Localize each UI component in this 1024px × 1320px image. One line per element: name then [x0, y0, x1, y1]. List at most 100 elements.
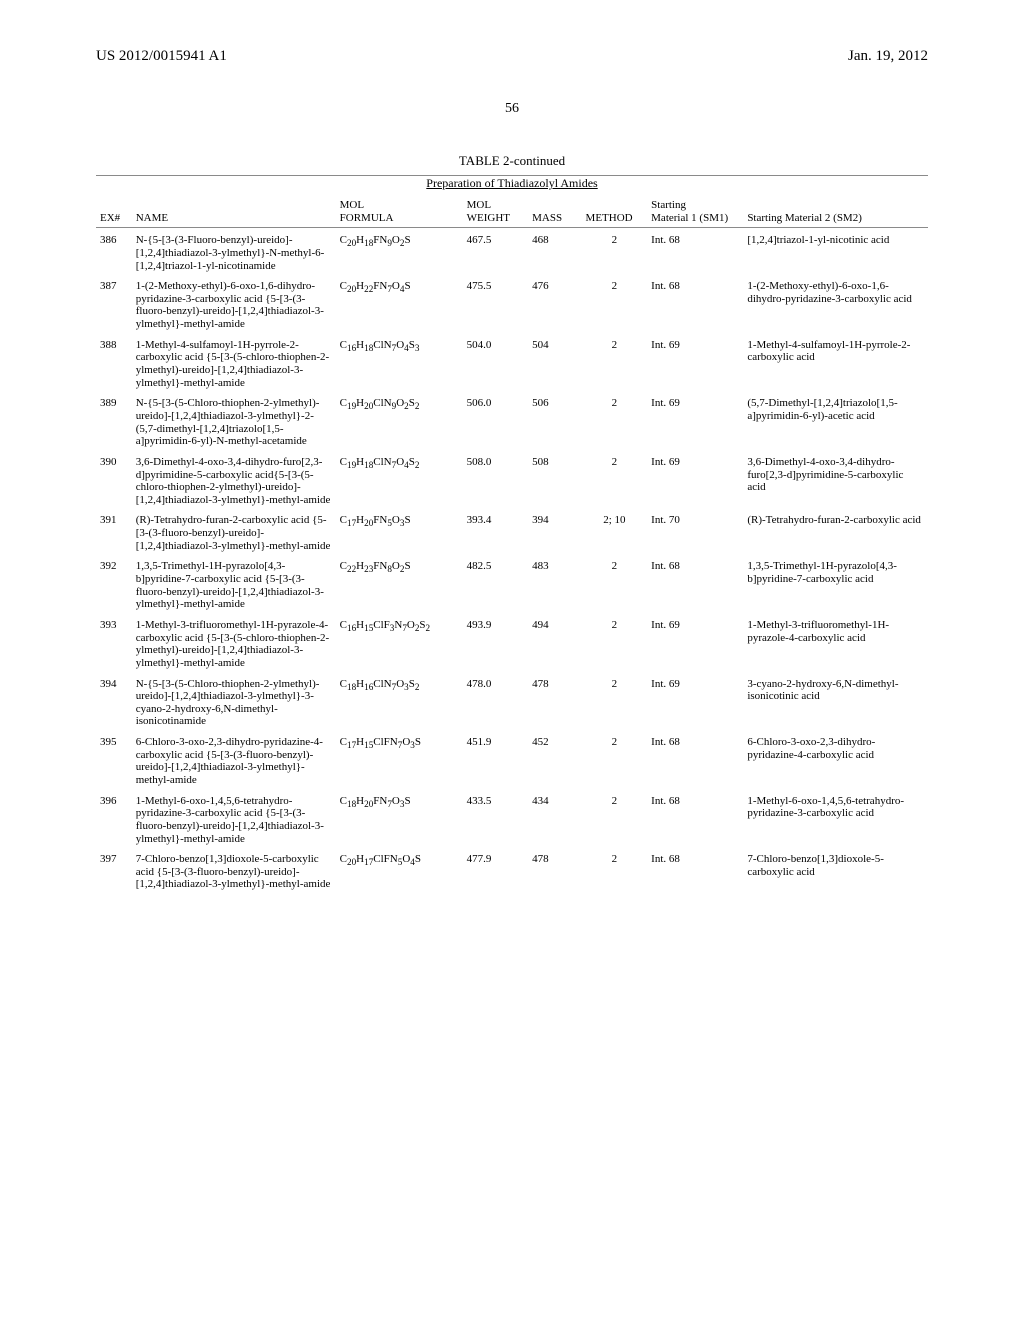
table-row: 397 7-Chloro-benzo[1,3]dioxole-5-carboxyl… [96, 847, 928, 893]
patent-page: US 2012/0015941 A1 Jan. 19, 2012 56 TABL… [0, 0, 1024, 1320]
cell-mol-weight: 433.5 [463, 789, 528, 848]
cell-sm2: 7-Chloro-benzo[1,3]dioxole-5-carboxylic … [743, 847, 928, 893]
cell-sm1: Int. 68 [647, 274, 743, 333]
cell-ex: 386 [96, 228, 132, 274]
cell-sm1: Int. 70 [647, 508, 743, 554]
cell-method: 2 [582, 333, 648, 392]
col-ex: EX# [96, 193, 132, 228]
cell-formula: C20H22FN7O4S [336, 274, 463, 333]
table-row: 394N-{5-[3-(5-Chloro-thiophen-2-ylmethyl… [96, 672, 928, 731]
cell-name: 1-Methyl-6-oxo-1,4,5,6-tetrahydro-pyrida… [132, 789, 336, 848]
cell-formula: C18H16ClN7O3S2 [336, 672, 463, 731]
cell-mass: 483 [528, 554, 581, 613]
col-mol-formula-l1: MOL [340, 199, 364, 211]
table-row: 3903,6-Dimethyl-4-oxo-3,4-dihydro-furo[2… [96, 450, 928, 509]
cell-mass: 468 [528, 228, 581, 274]
table-row: 3871-(2-Methoxy-ethyl)-6-oxo-1,6-dihydro… [96, 274, 928, 333]
cell-sm2: (R)-Tetrahydro-furan-2-carboxylic acid [743, 508, 928, 554]
col-mol-formula: MOL FORMULA [336, 193, 463, 228]
col-mass: MASS [528, 193, 581, 228]
cell-method: 2 [582, 391, 648, 450]
cell-sm2: 3-cyano-2-hydroxy-6,N-dimethyl-isonicoti… [743, 672, 928, 731]
cell-mol-weight: 478.0 [463, 672, 528, 731]
table-row: 386N-{5-[3-(3-Fluoro-benzyl)-ureido]-[1,… [96, 228, 928, 274]
cell-mass: 434 [528, 789, 581, 848]
cell-sm1: Int. 68 [647, 730, 743, 789]
cell-formula: C19H20ClN9O2S2 [336, 391, 463, 450]
cell-ex: 397 [96, 847, 132, 893]
cell-name: 6-Chloro-3-oxo-2,3-dihydro-pyridazine-4-… [132, 730, 336, 789]
cell-method: 2 [582, 450, 648, 509]
table-head: EX# NAME MOL FORMULA MOL WEIGHT MASS MET… [96, 193, 928, 228]
cell-formula: C20H17ClFN5O4S [336, 847, 463, 893]
cell-sm1: Int. 69 [647, 333, 743, 392]
col-sm1-l1: Starting [651, 199, 686, 211]
cell-name: 1-(2-Methoxy-ethyl)-6-oxo-1,6-dihydro-py… [132, 274, 336, 333]
col-mol-formula-l2: FORMULA [340, 212, 394, 224]
cell-formula: C16H18ClN7O4S3 [336, 333, 463, 392]
cell-sm2: [1,2,4]triazol-1-yl-nicotinic acid [743, 228, 928, 274]
cell-sm1: Int. 68 [647, 228, 743, 274]
table-row: 3931-Methyl-3-trifluoromethyl-1H-pyrazol… [96, 613, 928, 672]
cell-method: 2 [582, 847, 648, 893]
table-row: 3961-Methyl-6-oxo-1,4,5,6-tetrahydro-pyr… [96, 789, 928, 848]
cell-mol-weight: 475.5 [463, 274, 528, 333]
cell-mass: 506 [528, 391, 581, 450]
cell-sm2: 3,6-Dimethyl-4-oxo-3,4-dihydro-furo[2,3-… [743, 450, 928, 509]
cell-sm1: Int. 68 [647, 789, 743, 848]
cell-sm2: 1-Methyl-3-trifluoromethyl-1H-pyrazole-4… [743, 613, 928, 672]
col-sm1-l2: Material 1 (SM1) [651, 212, 728, 224]
cell-mass: 508 [528, 450, 581, 509]
cell-mol-weight: 467.5 [463, 228, 528, 274]
cell-mol-weight: 393.4 [463, 508, 528, 554]
col-sm2: Starting Material 2 (SM2) [743, 193, 928, 228]
publication-date: Jan. 19, 2012 [848, 48, 928, 65]
cell-method: 2 [582, 789, 648, 848]
cell-name: 1,3,5-Trimethyl-1H-pyrazolo[4,3-b]pyridi… [132, 554, 336, 613]
cell-ex: 394 [96, 672, 132, 731]
cell-sm2: 1-Methyl-6-oxo-1,4,5,6-tetrahydro-pyrida… [743, 789, 928, 848]
page-number: 56 [96, 101, 928, 117]
table-row: 3956-Chloro-3-oxo-2,3-dihydro-pyridazine… [96, 730, 928, 789]
col-mol-weight-l1: MOL [467, 199, 491, 211]
publication-number: US 2012/0015941 A1 [96, 48, 227, 65]
cell-formula: C17H15ClFN7O3S [336, 730, 463, 789]
cell-ex: 391 [96, 508, 132, 554]
cell-sm2: 6-Chloro-3-oxo-2,3-dihydro-pyridazine-4-… [743, 730, 928, 789]
cell-ex: 393 [96, 613, 132, 672]
cell-name: 1-Methyl-3-trifluoromethyl-1H-pyrazole-4… [132, 613, 336, 672]
cell-formula: C20H18FN9O2S [336, 228, 463, 274]
page-header: US 2012/0015941 A1 Jan. 19, 2012 [96, 48, 928, 65]
cell-name: N-{5-[3-(3-Fluoro-benzyl)-ureido]-[1,2,4… [132, 228, 336, 274]
table-title: TABLE 2-continued [96, 153, 928, 169]
table-row: 3921,3,5-Trimethyl-1H-pyrazolo[4,3-b]pyr… [96, 554, 928, 613]
cell-ex: 396 [96, 789, 132, 848]
cell-name: N-{5-[3-(5-Chloro-thiophen-2-ylmethyl)-u… [132, 391, 336, 450]
cell-sm1: Int. 68 [647, 847, 743, 893]
cell-method: 2 [582, 672, 648, 731]
cell-ex: 387 [96, 274, 132, 333]
table-header-row: EX# NAME MOL FORMULA MOL WEIGHT MASS MET… [96, 193, 928, 228]
table-body: 386N-{5-[3-(3-Fluoro-benzyl)-ureido]-[1,… [96, 228, 928, 893]
cell-method: 2 [582, 730, 648, 789]
col-method: METHOD [582, 193, 648, 228]
cell-name: (R)-Tetrahydro-furan-2-carboxylic acid {… [132, 508, 336, 554]
cell-mass: 504 [528, 333, 581, 392]
cell-mol-weight: 477.9 [463, 847, 528, 893]
cell-formula: C22H23FN8O2S [336, 554, 463, 613]
cell-sm2: (5,7-Dimethyl-[1,2,4]triazolo[1,5-a]pyri… [743, 391, 928, 450]
cell-mol-weight: 493.9 [463, 613, 528, 672]
cell-sm1: Int. 69 [647, 391, 743, 450]
cell-ex: 388 [96, 333, 132, 392]
table-row: 3881-Methyl-4-sulfamoyl-1H-pyrrole-2-car… [96, 333, 928, 392]
cell-mass: 494 [528, 613, 581, 672]
cell-name: N-{5-[3-(5-Chloro-thiophen-2-ylmethyl)-u… [132, 672, 336, 731]
table-row: 391(R)-Tetrahydro-furan-2-carboxylic aci… [96, 508, 928, 554]
col-mol-weight-l2: WEIGHT [467, 212, 510, 224]
cell-method: 2 [582, 554, 648, 613]
cell-sm1: Int. 69 [647, 672, 743, 731]
col-mol-weight: MOL WEIGHT [463, 193, 528, 228]
cell-formula: C16H15ClF3N7O2S2 [336, 613, 463, 672]
cell-ex: 392 [96, 554, 132, 613]
col-name: NAME [132, 193, 336, 228]
